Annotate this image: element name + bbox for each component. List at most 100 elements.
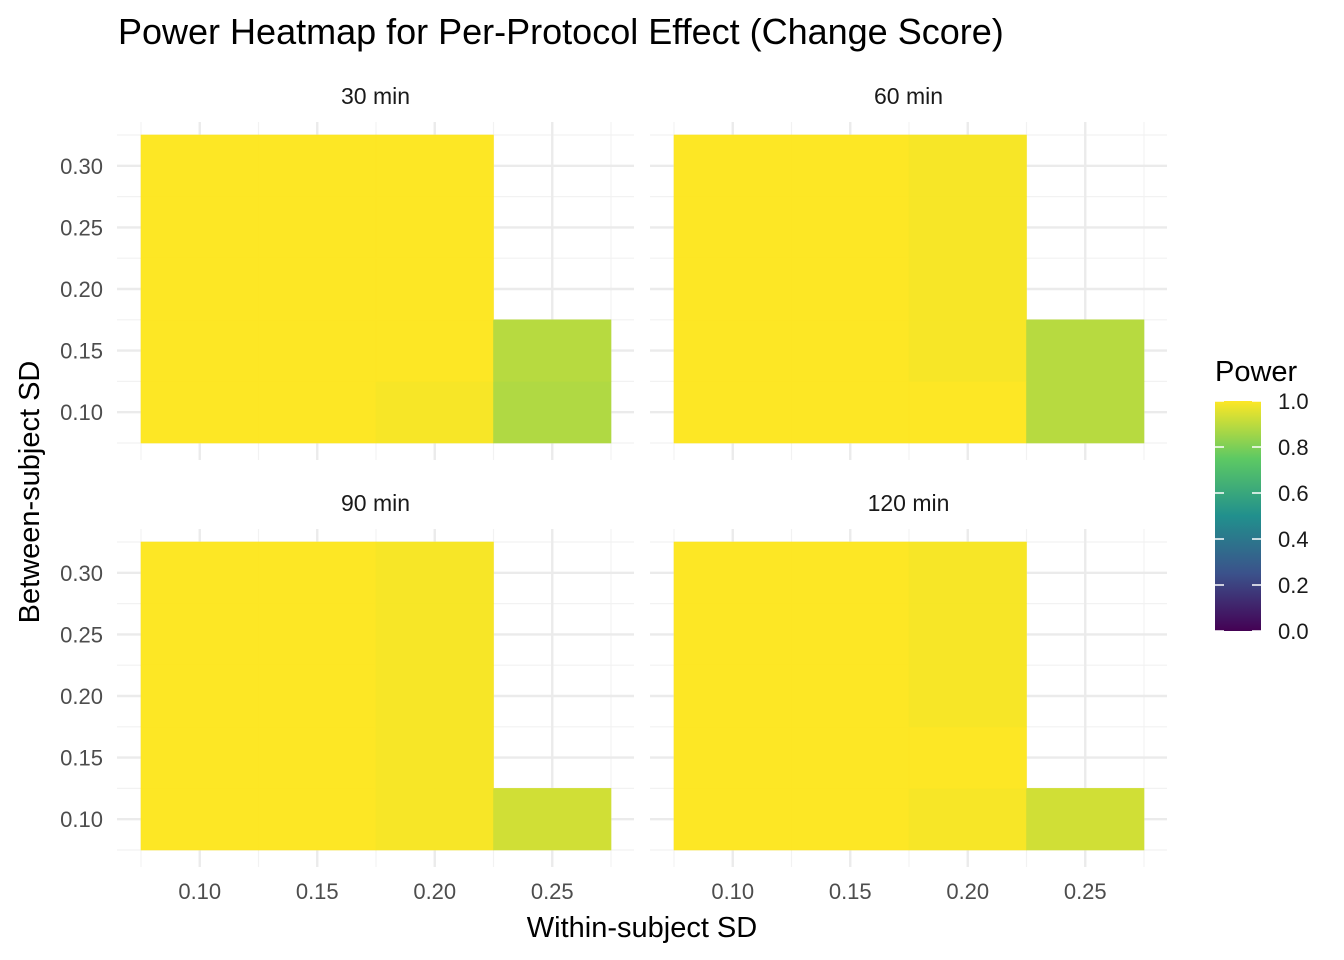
heatmap-tile [1026, 319, 1145, 382]
y-tick-label: 0.25 [60, 622, 103, 647]
heatmap-tile [673, 603, 792, 666]
heatmap-tile [908, 381, 1027, 444]
heatmap-tile [258, 788, 377, 851]
heatmap-tile [258, 381, 377, 444]
facet-label: 120 min [868, 490, 950, 516]
heatmap-tile [140, 603, 259, 666]
facet-panel: 60 min [650, 83, 1167, 460]
heatmap-tile [908, 257, 1027, 321]
heatmap-tile [791, 541, 910, 604]
heatmap-tile [673, 541, 792, 604]
heatmap-tile [140, 788, 259, 851]
heatmap-tile [258, 134, 377, 197]
x-tick-label: 0.20 [413, 879, 456, 904]
heatmap-tile [908, 603, 1027, 666]
facet-label: 30 min [341, 83, 410, 109]
facet-panel: 30 min 0.10 0.15 0.20 0.25 0.30 [60, 83, 634, 460]
heatmap-tile [791, 788, 910, 851]
heatmap-tile [673, 788, 792, 851]
heatmap-tile [140, 541, 259, 604]
heatmap-tile [908, 788, 1027, 851]
heatmap-tile [375, 788, 494, 851]
heatmap-tile [791, 257, 910, 321]
heatmap-tile [673, 381, 792, 444]
x-tick-label: 0.25 [531, 879, 574, 904]
heatmap-tile [908, 319, 1027, 382]
heatmap-tile [258, 664, 377, 728]
heatmap-tile [791, 664, 910, 728]
heatmap-tile [375, 603, 494, 666]
heatmap-tile [1026, 381, 1145, 444]
heatmap-tile [791, 319, 910, 382]
y-tick-label: 0.30 [60, 561, 103, 586]
heatmap-tile [908, 196, 1027, 259]
facet-panels: 30 min 0.10 0.15 0.20 0.25 0.30 60 min 90 min 0.… [60, 83, 1167, 904]
heatmap-tile [140, 726, 259, 789]
heatmap-tile [258, 319, 377, 382]
x-tick-label: 0.10 [711, 879, 754, 904]
heatmap-tile [140, 196, 259, 259]
heatmap-tile [375, 134, 494, 197]
legend-tick-label: 0.8 [1278, 435, 1309, 460]
heatmap-tile [258, 257, 377, 321]
heatmap-tile [140, 319, 259, 382]
facet-label: 60 min [874, 83, 943, 109]
heatmap-tile [908, 134, 1027, 197]
heatmap-tile [375, 541, 494, 604]
heatmap-tile [791, 726, 910, 789]
heatmap-tile [791, 134, 910, 197]
legend-tick-label: 0.4 [1278, 527, 1309, 552]
heatmap-tile [1026, 788, 1145, 851]
heatmap-tile [375, 319, 494, 382]
heatmap-tile [673, 664, 792, 728]
facet-label: 90 min [341, 490, 410, 516]
heatmap-tile [140, 664, 259, 728]
legend-tick-label: 0.0 [1278, 619, 1309, 644]
y-tick-label: 0.15 [60, 746, 103, 771]
y-tick-label: 0.20 [60, 684, 103, 709]
facet-panel: 90 min 0.10 0.15 0.20 0.25 0.30 0.10 0.15 0.20 0.… [60, 490, 634, 904]
legend-title: Power [1215, 356, 1298, 388]
x-tick-label: 0.20 [946, 879, 989, 904]
power-legend: Power 1.0 0.8 0.6 0.4 0.2 0.0 [1215, 356, 1309, 644]
x-tick-label: 0.15 [829, 879, 872, 904]
heatmap-tile [258, 541, 377, 604]
x-axis-title: Within-subject SD [527, 912, 757, 944]
heatmap-tile [258, 726, 377, 789]
heatmap-tile [375, 726, 494, 789]
heatmap-tile [908, 541, 1027, 604]
x-tick-label: 0.10 [178, 879, 221, 904]
heatmap-tile [493, 319, 612, 382]
y-axis-title: Between-subject SD [14, 361, 46, 624]
y-tick-label: 0.20 [60, 277, 103, 302]
y-tick-label: 0.10 [60, 400, 103, 425]
heatmap-tile [375, 257, 494, 321]
heatmap-tile [673, 319, 792, 382]
heatmap-tile [258, 196, 377, 259]
heatmap-tile [140, 257, 259, 321]
heatmap-tile [140, 381, 259, 444]
y-tick-label: 0.15 [60, 339, 103, 364]
heatmap-tile [375, 196, 494, 259]
heatmap-tile [493, 381, 612, 444]
heatmap-tile [375, 664, 494, 728]
legend-colorbar [1215, 401, 1261, 631]
heatmap-tile [493, 788, 612, 851]
heatmap-tiles [140, 134, 612, 444]
heatmap-tile [908, 726, 1027, 789]
x-tick-label: 0.25 [1064, 879, 1107, 904]
heatmap-tile [673, 257, 792, 321]
heatmap-tile [908, 664, 1027, 728]
chart-title: Power Heatmap for Per-Protocol Effect (C… [118, 11, 1004, 52]
heatmap-tile [375, 381, 494, 444]
legend-tick-label: 0.6 [1278, 481, 1309, 506]
heatmap-tile [791, 196, 910, 259]
x-tick-label: 0.15 [296, 879, 339, 904]
facet-panel: 120 min 0.10 0.15 0.20 0.25 [650, 490, 1167, 904]
heatmap-tile [673, 196, 792, 259]
legend-tick-label: 1.0 [1278, 389, 1309, 414]
legend-tick-label: 0.2 [1278, 573, 1309, 598]
heatmap-tiles [673, 134, 1145, 444]
y-tick-label: 0.10 [60, 807, 103, 832]
